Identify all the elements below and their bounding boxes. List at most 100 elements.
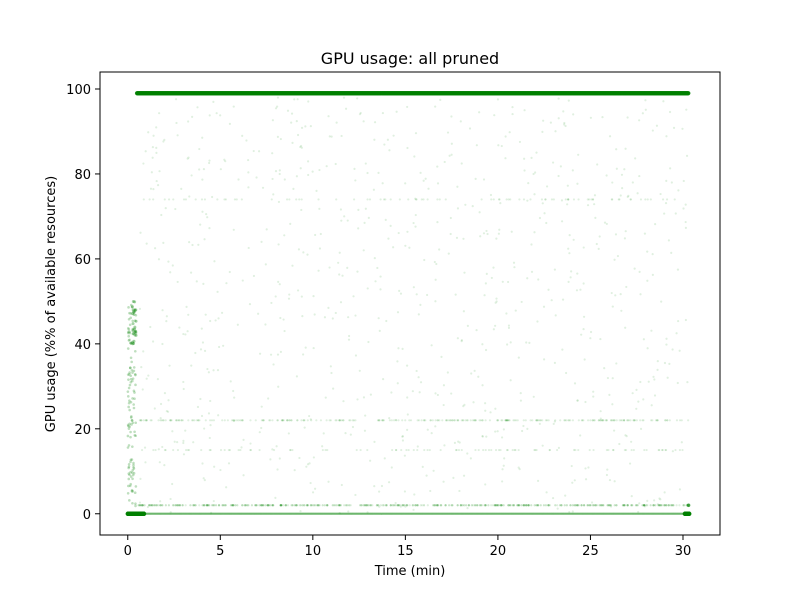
scatter-point [127,463,131,466]
scatter-point [365,504,368,507]
scatter-point [377,317,380,320]
scatter-point [639,293,642,296]
scatter-point [243,512,246,515]
scatter-point [347,338,351,341]
scatter-point [286,504,290,507]
x-tick-label: 5 [216,544,224,559]
scatter-point [378,419,381,422]
scatter-point [581,419,584,422]
scatter-point [414,132,418,135]
scatter-point [457,419,460,422]
scatter-point [676,268,680,271]
scatter-point [560,199,564,202]
scatter-point [449,232,452,236]
scatter-point [424,419,427,422]
scatter-point [151,504,154,507]
scatter-point [271,448,274,451]
scatter-point [134,349,137,353]
scatter-point [182,453,186,456]
scatter-point [591,419,594,422]
scatter-point [274,496,277,499]
scatter-point [624,147,627,150]
scatter-point [226,512,229,515]
scatter-point [279,512,283,515]
scatter-point [293,469,296,472]
scatter-point [232,389,235,393]
scatter-point [593,194,597,197]
scatter-point [623,504,626,507]
scatter-point [462,474,466,477]
scatter-point [589,116,593,119]
scatter-point [126,331,130,335]
scatter-point [622,419,626,422]
scatter-point [456,337,459,340]
scatter-point [364,162,367,165]
scatter-point [516,504,519,507]
scatter-point [588,448,591,452]
scatter-point [373,512,376,515]
scatter-point [152,504,156,507]
scatter-point [487,448,491,452]
scatter-point [180,419,183,422]
scatter-point [500,419,503,422]
scatter-point [591,504,594,507]
scatter-point [524,419,527,422]
scatter-point [235,512,238,515]
scatter-point [142,162,145,165]
scatter-point [491,512,495,515]
scatter-point [373,257,376,260]
scatter-point [384,512,387,515]
scatter-point [568,510,571,514]
scatter-point [270,301,273,305]
scatter-point [493,114,496,117]
scatter-point [315,504,319,507]
scatter-point [194,504,197,507]
scatter-point [463,271,466,274]
scatter-point [354,493,357,497]
scatter-point [206,367,209,371]
scatter-point [369,459,372,462]
scatter-point [552,198,555,201]
scatter-point [466,452,469,455]
scatter-point [212,369,215,372]
scatter-point [212,100,215,103]
scatter-point [178,512,182,515]
scatter-point [127,405,130,409]
scatter-point [536,419,539,422]
scatter-point [239,419,242,422]
scatter-point [484,402,487,405]
scatter-point [405,504,409,507]
scatter-point [278,169,281,172]
scatter-point [166,410,170,413]
scatter-point [354,419,357,422]
scatter-point [201,341,205,344]
scatter-point [535,419,538,422]
scatter-point [246,512,249,515]
scatter-point [259,504,263,507]
scatter-point [478,419,481,422]
scatter-point [610,291,613,295]
scatter-point [149,512,153,515]
scatter-point [642,504,646,507]
scatter-point [138,504,142,507]
scatter-point [681,448,684,452]
scatter-point [434,300,437,303]
scatter-point [473,512,476,515]
scatter-point [548,448,551,452]
scatter-point [554,130,557,133]
scatter-point [537,278,540,281]
scatter-point [474,419,477,422]
scatter-point [169,497,172,501]
scatter-point [280,504,283,507]
scatter-point [661,512,665,515]
scatter-point [311,491,315,494]
scatter-point [161,309,164,312]
scatter-point [338,251,341,254]
scatter-point [436,419,440,422]
scatter-point [659,192,662,196]
scatter-point [282,504,285,507]
scatter-point [388,417,391,420]
scatter-point [393,504,397,507]
scatter-point [461,504,464,507]
scatter-point [567,280,570,283]
